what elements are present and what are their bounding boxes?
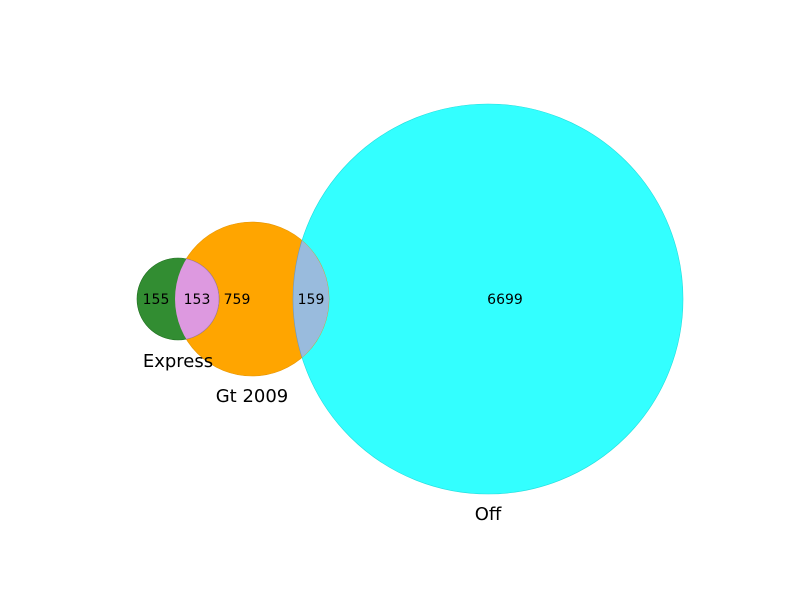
region-gt2009-only: 759 — [224, 292, 251, 308]
region-off-only: 6699 — [487, 292, 523, 308]
set-label-express: Express — [143, 351, 213, 372]
region-express-gt2009: 153 — [184, 292, 211, 308]
gt2009-off-overlap — [292, 222, 329, 376]
set-label-gt2009: Gt 2009 — [216, 386, 289, 407]
set-label-off: Off — [475, 504, 502, 525]
region-express-only: 155 — [143, 292, 170, 308]
region-gt2009-off: 159 — [298, 292, 325, 308]
